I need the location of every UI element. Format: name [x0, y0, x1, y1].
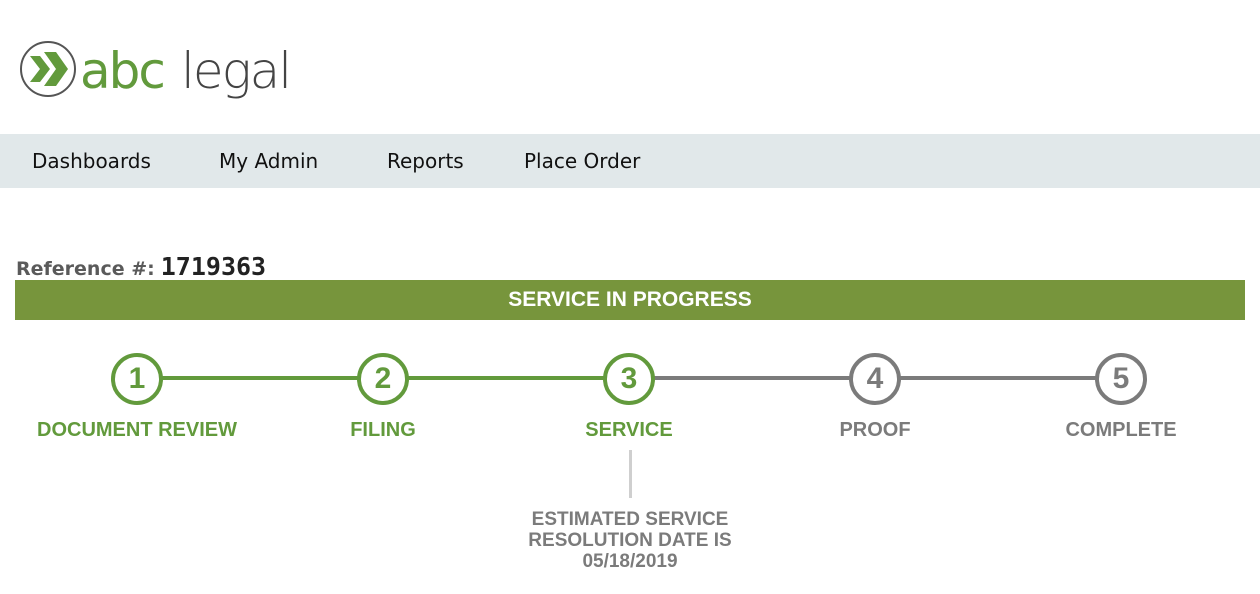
- estimate-connector: [629, 450, 632, 498]
- estimate-line-1: ESTIMATED SERVICE: [531, 509, 729, 530]
- step-2-label: FILING: [350, 419, 416, 441]
- svg-text:legal: legal: [181, 42, 290, 100]
- main-nav: Dashboards My Admin Reports Place Order: [0, 134, 1260, 188]
- step-4-label: PROOF: [839, 419, 911, 441]
- nav-dashboards[interactable]: Dashboards: [32, 149, 151, 173]
- reference-label: Reference #:: [16, 258, 155, 280]
- step-4-circle: 4: [849, 353, 901, 405]
- nav-place-order[interactable]: Place Order: [524, 149, 641, 173]
- step-5-label: COMPLETE: [1065, 419, 1177, 441]
- nav-reports[interactable]: Reports: [387, 149, 464, 173]
- estimate-date: 05/18/2019: [582, 551, 678, 572]
- estimate-line-2: RESOLUTION DATE IS: [528, 530, 732, 551]
- step-2-circle: 2: [357, 353, 409, 405]
- estimated-resolution: ESTIMATED SERVICE RESOLUTION DATE IS 05/…: [480, 509, 780, 572]
- reference-number: Reference #: 1719363: [16, 252, 266, 281]
- reference-value: 1719363: [160, 252, 267, 281]
- nav-my-admin[interactable]: My Admin: [219, 149, 319, 173]
- step-5-circle: 5: [1095, 353, 1147, 405]
- abclegal-logo[interactable]: abc legal: [18, 38, 318, 100]
- step-3-circle: 3: [603, 353, 655, 405]
- step-1-label: DOCUMENT REVIEW: [37, 419, 237, 441]
- step-3-label: SERVICE: [585, 419, 673, 441]
- svg-text:abc: abc: [80, 42, 164, 100]
- step-1-circle: 1: [111, 353, 163, 405]
- status-banner: SERVICE IN PROGRESS: [15, 280, 1245, 320]
